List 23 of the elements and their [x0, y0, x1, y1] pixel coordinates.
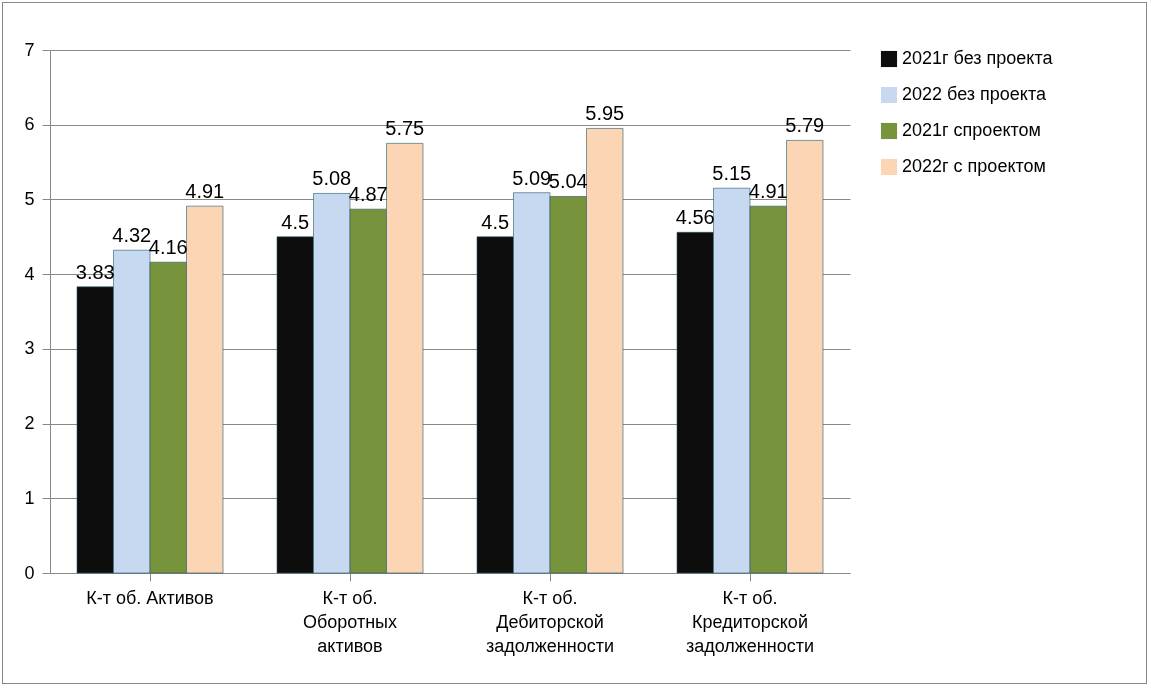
y-tick-label: 0 [24, 562, 35, 583]
y-tick-label: 6 [24, 114, 35, 135]
x-tick-label: К-т об. Оборотных активов [302, 587, 398, 656]
data-label: 5.08 [312, 167, 352, 190]
legend-label: 2022г с проектом [902, 156, 1046, 176]
data-label: 5.95 [585, 102, 625, 125]
data-label: 4.5 [481, 210, 510, 233]
x-tick-label: К-т об. Дебиторской задолженности [485, 587, 615, 656]
legend-label: 2021г без проекта [902, 48, 1054, 68]
x-tick-label: К-т об. Активов [86, 587, 214, 608]
data-label: 5.75 [385, 117, 425, 140]
y-tick-label: 5 [24, 188, 35, 209]
data-label: 5.79 [785, 114, 825, 137]
y-tick-label: 7 [24, 39, 35, 60]
y-tick-label: 2 [24, 413, 35, 434]
y-tick-label: 4 [24, 263, 35, 284]
data-label: 4.5 [281, 210, 310, 233]
legend-label: 2022 без проекта [902, 84, 1047, 104]
y-tick-label: 3 [24, 338, 35, 359]
legend-label: 2021г спроектом [902, 120, 1041, 140]
data-label: 4.91 [185, 180, 225, 203]
y-tick-label: 1 [24, 487, 35, 508]
x-tick-label: К-т об. Кредиторской задолженности [685, 587, 815, 656]
